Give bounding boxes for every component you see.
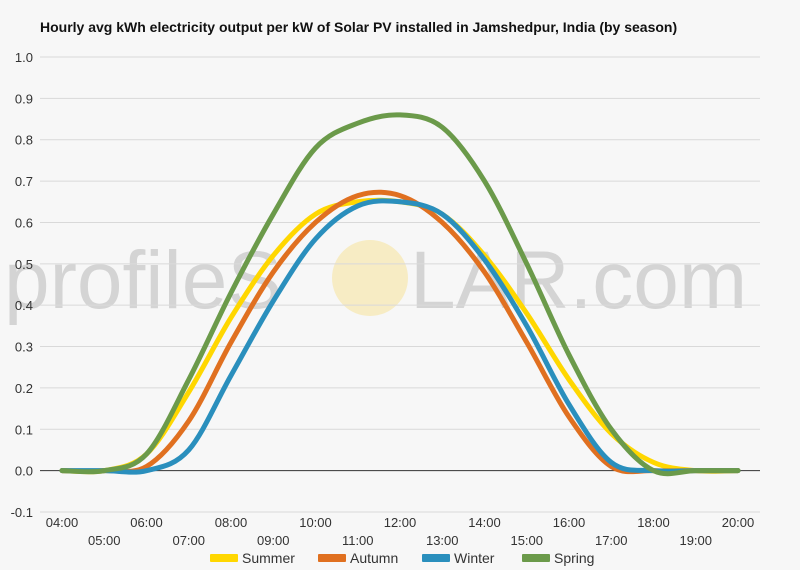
watermark: profileS LAR.com [4, 235, 747, 326]
y-tick-label: 0.2 [15, 381, 33, 396]
series-line-spring [59, 112, 741, 477]
x-tick-label: 13:00 [426, 533, 459, 548]
watermark-text-right: LAR.com [410, 235, 747, 326]
x-tick-label: 06:00 [130, 515, 163, 530]
legend-label-spring: Spring [554, 550, 594, 566]
legend: Summer Autumn Winter Spring [210, 550, 594, 566]
x-tick-label: 16:00 [553, 515, 586, 530]
x-tick-label: 14:00 [468, 515, 501, 530]
x-tick-label: 11:00 [342, 533, 374, 548]
y-tick-label: 0.4 [15, 298, 33, 313]
x-tick-label: 15:00 [510, 533, 543, 548]
y-tick-label: 0.5 [15, 257, 33, 272]
x-tick-label: 08:00 [215, 515, 248, 530]
y-tick-label: 0.8 [15, 133, 33, 148]
y-tick-label: 0.6 [15, 215, 33, 230]
x-tick-label: 12:00 [384, 515, 417, 530]
series-line-winter [59, 198, 741, 475]
legend-label-summer: Summer [242, 550, 295, 566]
x-tick-label: 19:00 [679, 533, 712, 548]
x-tick-label: 05:00 [88, 533, 121, 548]
legend-swatch-winter [422, 554, 450, 562]
y-tick-label: 0.7 [15, 174, 33, 189]
y-tick-label: 0.9 [15, 91, 33, 106]
y-tick-label: -0.1 [11, 505, 33, 520]
y-tick-label: 0.0 [15, 464, 33, 479]
x-tick-label: 09:00 [257, 533, 290, 548]
legend-swatch-spring [522, 554, 550, 562]
y-tick-label: 0.1 [15, 422, 33, 437]
legend-swatch-summer [210, 554, 238, 562]
watermark-sun-icon [332, 240, 408, 316]
x-tick-label: 07:00 [172, 533, 205, 548]
x-tick-label: 20:00 [722, 515, 755, 530]
x-tick-label: 10:00 [299, 515, 332, 530]
y-tick-label: 1.0 [15, 50, 33, 65]
legend-swatch-autumn [318, 554, 346, 562]
watermark-text-left: profileS [4, 235, 282, 326]
legend-label-autumn: Autumn [350, 550, 398, 566]
x-tick-label: 04:00 [46, 515, 79, 530]
x-tick-label: 17:00 [595, 533, 628, 548]
y-tick-label: 0.3 [15, 340, 33, 355]
x-tick-label: 18:00 [637, 515, 670, 530]
legend-label-winter: Winter [454, 550, 495, 566]
chart-title: Hourly avg kWh electricity output per kW… [40, 19, 678, 35]
series-line-autumn [59, 189, 741, 475]
